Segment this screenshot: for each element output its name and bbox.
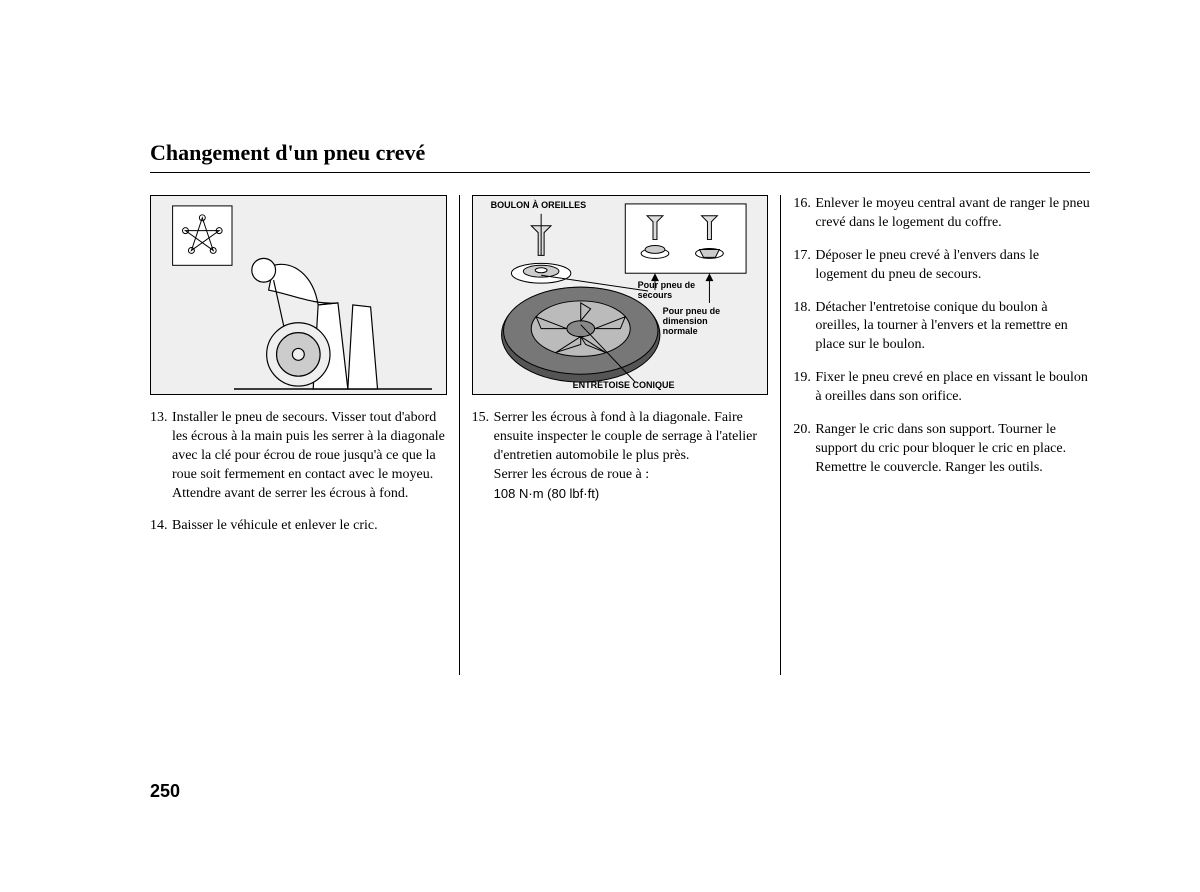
title-rule [150, 172, 1090, 173]
step-18: 18. Détacher l'entretoise conique du bou… [793, 299, 1090, 356]
step-number: 18. [793, 299, 815, 356]
step-17: 17. Déposer le pneu crevé à l'envers dan… [793, 247, 1090, 285]
label-secours: Pour pneu de secours [638, 280, 698, 300]
step-15: 15. Serrer les écrous à fond à la diagon… [472, 409, 769, 504]
page-title: Changement d'un pneu crevé [150, 140, 1090, 166]
step-text: Détacher l'entretoise conique du boulon … [815, 299, 1090, 356]
step-15-body: Serrer les écrous à fond à la diagonale.… [494, 410, 757, 482]
columns: 13. Installer le pneu de secours. Visser… [150, 195, 1090, 675]
label-entretoise: ENTRETOISE CONIQUE [573, 380, 675, 390]
figure-tire-install [150, 195, 447, 395]
label-boulon: BOULON À OREILLES [491, 200, 587, 210]
step-text: Installer le pneu de secours. Visser tou… [172, 409, 447, 503]
step-number: 19. [793, 369, 815, 407]
step-number: 14. [150, 517, 172, 536]
torque-spec: 108 N·m (80 lbf·ft) [494, 486, 599, 501]
column-1: 13. Installer le pneu de secours. Visser… [150, 195, 459, 675]
step-text: Fixer le pneu crevé en place en vissant … [815, 369, 1090, 407]
step-19: 19. Fixer le pneu crevé en place en viss… [793, 369, 1090, 407]
step-number: 20. [793, 421, 815, 478]
step-number: 15. [472, 409, 494, 504]
figure-wing-bolt: BOULON À OREILLES Pour pneu de secours P… [472, 195, 769, 395]
step-text: Serrer les écrous à fond à la diagonale.… [494, 409, 769, 504]
step-text: Ranger le cric dans son support. Tourner… [815, 421, 1090, 478]
step-number: 13. [150, 409, 172, 503]
step-text: Déposer le pneu crevé à l'envers dans le… [815, 247, 1090, 285]
column-2: BOULON À OREILLES Pour pneu de secours P… [459, 195, 782, 675]
step-16: 16. Enlever le moyeu central avant de ra… [793, 195, 1090, 233]
column-3: 16. Enlever le moyeu central avant de ra… [781, 195, 1090, 675]
page-number: 250 [150, 781, 180, 802]
figure1-svg [151, 196, 446, 394]
step-14: 14. Baisser le véhicule et enlever le cr… [150, 517, 447, 536]
page-container: Changement d'un pneu crevé [0, 0, 1200, 725]
label-normale: Pour pneu de dimension normale [663, 306, 733, 336]
step-20: 20. Ranger le cric dans son support. Tou… [793, 421, 1090, 478]
step-text: Baisser le véhicule et enlever le cric. [172, 517, 447, 536]
step-text: Enlever le moyeu central avant de ranger… [815, 195, 1090, 233]
step-13: 13. Installer le pneu de secours. Visser… [150, 409, 447, 503]
step-number: 17. [793, 247, 815, 285]
figure2-svg [473, 196, 768, 394]
step-number: 16. [793, 195, 815, 233]
